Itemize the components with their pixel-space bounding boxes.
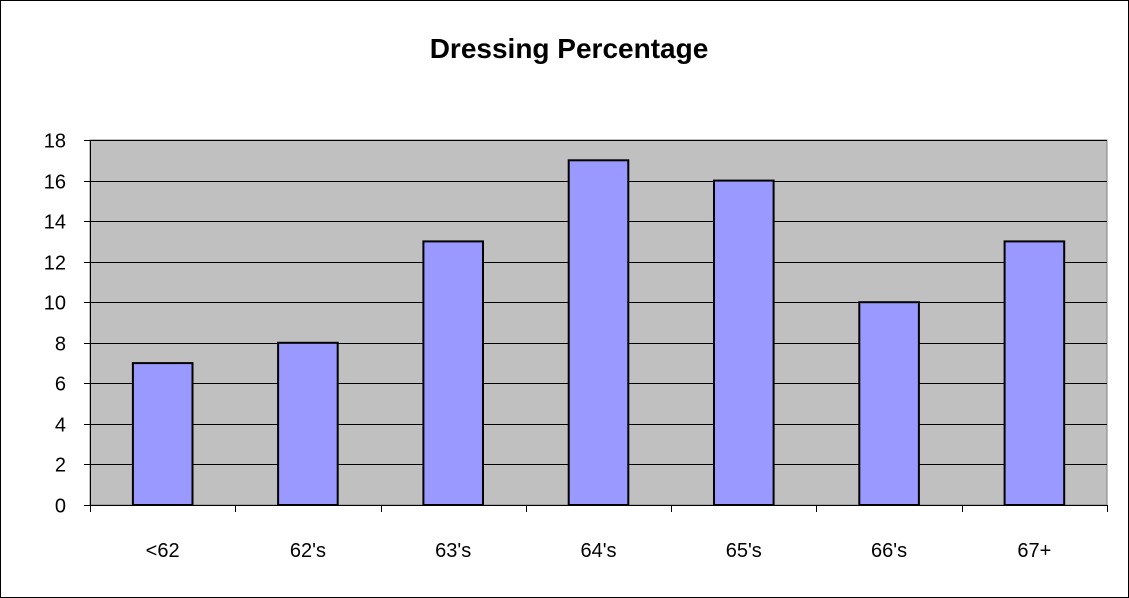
x-tick-label: 62's: [290, 540, 326, 562]
y-tick-label: 8: [55, 334, 66, 356]
y-tick-label: 18: [44, 131, 66, 153]
y-tick-label: 14: [44, 212, 66, 234]
bar: [567, 159, 630, 507]
y-tick-label: 16: [44, 172, 66, 194]
bar: [713, 179, 775, 506]
y-tick-label: 10: [44, 293, 66, 315]
bar: [1003, 240, 1066, 506]
y-tick-label: 0: [55, 496, 66, 518]
bar: [858, 301, 920, 507]
tick-labels: 0 2 4 6 8 10 12 14 16 18 <62 62's 63's 64's 65's 66's 67…: [44, 131, 1052, 563]
x-tick-label: 66's: [871, 540, 907, 562]
x-tick-label: 67+: [1017, 540, 1051, 562]
y-tick-label: 12: [44, 253, 66, 275]
bar: [422, 240, 484, 506]
x-tick-label: 64's: [580, 540, 616, 562]
chart-title: Dressing Percentage: [430, 33, 709, 64]
axes: [84, 140, 1108, 512]
x-tick-label: 65's: [726, 540, 762, 562]
x-tick-label: <62: [146, 540, 180, 562]
y-tick-label: 2: [55, 455, 66, 477]
x-tick-label: 63's: [435, 540, 471, 562]
bar: [131, 362, 194, 506]
bars: [131, 159, 1066, 507]
bar: [277, 341, 339, 506]
y-tick-label: 4: [55, 415, 66, 437]
y-tick-label: 6: [55, 374, 66, 396]
